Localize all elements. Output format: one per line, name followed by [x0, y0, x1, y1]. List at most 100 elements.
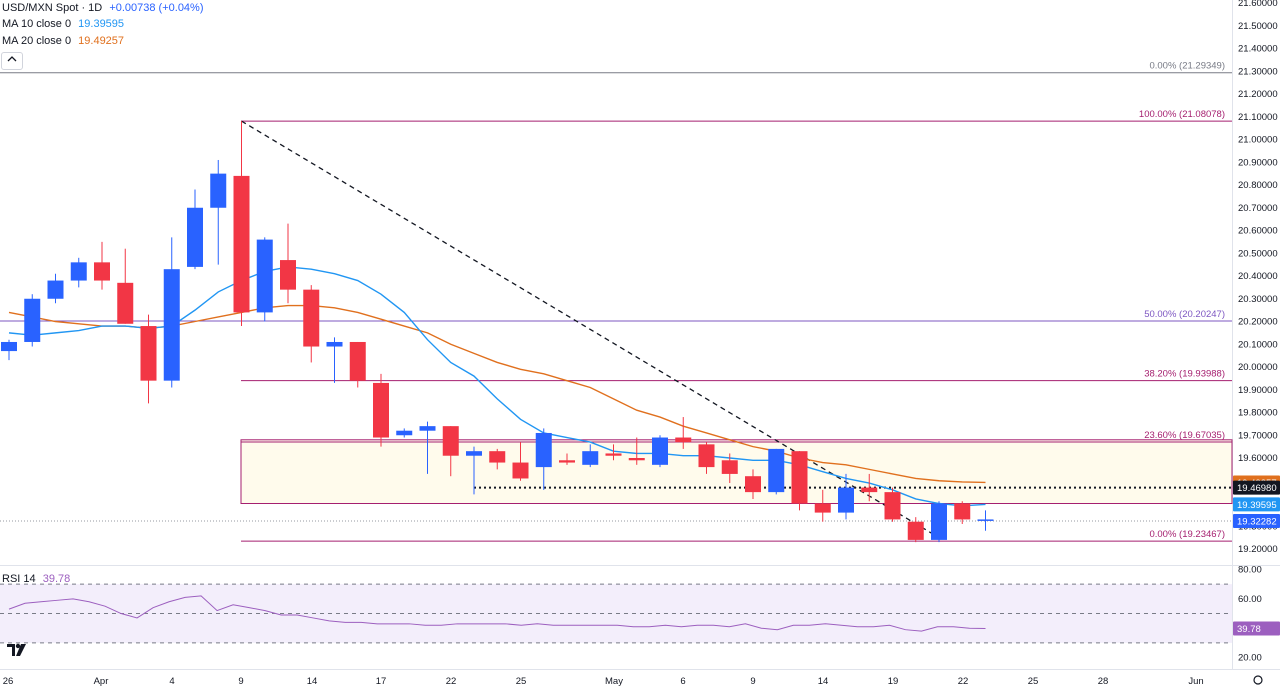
candle-body[interactable]: [187, 207, 203, 267]
price-axis-tick: 19.20000: [1238, 544, 1278, 555]
candle-body[interactable]: [233, 175, 250, 313]
time-axis-tick: Jun: [1188, 676, 1203, 687]
candle-body[interactable]: [117, 282, 134, 324]
candle-body[interactable]: [838, 487, 854, 513]
time-axis-tick: 17: [376, 676, 387, 687]
ma20-legend[interactable]: MA 20 close 0 19.49257: [2, 35, 124, 47]
candle-body[interactable]: [303, 289, 320, 347]
candle-body[interactable]: [280, 260, 296, 290]
price-tag-label: 19.39595: [1237, 500, 1277, 511]
candle-body[interactable]: [442, 426, 459, 456]
ma20-value: 19.49257: [78, 35, 125, 47]
price-axis-tick: 21.50000: [1238, 21, 1278, 32]
candle-body[interactable]: [559, 460, 575, 463]
rsi-axis-tick: 60.00: [1238, 594, 1262, 605]
candle-body[interactable]: [698, 444, 715, 468]
rsi-axis-tick: 20.00: [1238, 653, 1262, 664]
fib-level-label: 23.60% (19.67035): [1144, 430, 1225, 441]
time-axis-tick: 9: [238, 676, 243, 687]
collapse-legend-button[interactable]: [1, 52, 23, 70]
price-axis-tick: 19.80000: [1238, 408, 1278, 419]
candle-body[interactable]: [256, 239, 273, 313]
candle-body[interactable]: [791, 451, 808, 504]
candle-body[interactable]: [349, 341, 366, 381]
time-axis-tick: 14: [307, 676, 318, 687]
candle-body[interactable]: [70, 262, 87, 281]
candle-body[interactable]: [163, 269, 180, 381]
candle-body[interactable]: [373, 382, 389, 438]
time-axis-tick: 25: [516, 676, 527, 687]
symbol-title[interactable]: USD/MXN Spot · 1D: [2, 2, 103, 14]
price-axis-tick: 21.40000: [1238, 44, 1278, 55]
candle-body[interactable]: [140, 326, 157, 381]
price-change: +0.00738 (+0.04%): [109, 2, 204, 14]
time-axis-tick: 28: [1098, 676, 1109, 687]
fib-level-label: 0.00% (21.29349): [1149, 61, 1225, 72]
candle-body[interactable]: [466, 451, 482, 456]
price-axis-tick: 20.90000: [1238, 157, 1278, 168]
fib-level-label: 0.00% (19.23467): [1149, 529, 1225, 540]
price-axis-tick: 21.20000: [1238, 89, 1278, 100]
candle-body[interactable]: [419, 426, 436, 431]
rsi-legend[interactable]: RSI 14 39.78: [2, 573, 70, 585]
candle-body[interactable]: [721, 460, 738, 474]
rsi-tag-label: 39.78: [1237, 624, 1261, 635]
time-axis-tick: 6: [680, 676, 685, 687]
candle-body[interactable]: [652, 437, 668, 465]
symbol-header: USD/MXN Spot · 1D +0.00738 (+0.04%): [2, 2, 204, 14]
candle-body[interactable]: [628, 458, 645, 461]
candle-body[interactable]: [512, 462, 529, 479]
fib-level-label: 100.00% (21.08078): [1139, 109, 1225, 120]
price-axis-tick: 19.70000: [1238, 430, 1278, 441]
candle-body[interactable]: [535, 432, 552, 468]
tradingview-logo-icon: [7, 643, 26, 656]
price-tag-label: 19.46980: [1237, 483, 1277, 494]
candle-body[interactable]: [582, 451, 599, 465]
price-axis-tick: 20.20000: [1238, 317, 1278, 328]
fib-level-label: 50.00% (20.20247): [1144, 309, 1225, 320]
price-axis-tick: 20.10000: [1238, 339, 1278, 350]
candle-body[interactable]: [931, 503, 947, 540]
tradingview-logo[interactable]: [6, 642, 28, 663]
price-axis-tick: 20.50000: [1238, 248, 1278, 259]
price-axis-tick: 20.80000: [1238, 180, 1278, 191]
candle-body[interactable]: [954, 503, 971, 520]
price-axis-tick: 20.70000: [1238, 203, 1278, 214]
price-axis-tick: 21.60000: [1238, 0, 1278, 9]
time-axis-tick: Apr: [94, 676, 109, 687]
price-axis-tick: 20.30000: [1238, 294, 1278, 305]
candle-body[interactable]: [47, 280, 64, 299]
candle-body[interactable]: [210, 173, 227, 208]
candle-body[interactable]: [1, 341, 17, 352]
candle-body[interactable]: [94, 262, 110, 281]
fib-level-label: 38.20% (19.93988): [1144, 369, 1225, 380]
candle-body[interactable]: [605, 453, 622, 456]
candle-body[interactable]: [814, 503, 831, 513]
candle-body[interactable]: [977, 519, 994, 521]
candle-body[interactable]: [768, 448, 785, 493]
time-axis-tick: 22: [446, 676, 457, 687]
ma10-value: 19.39595: [78, 18, 125, 30]
candle-body[interactable]: [907, 521, 924, 540]
price-tag: [1233, 497, 1280, 512]
candle-body[interactable]: [24, 298, 41, 342]
ma10-legend[interactable]: MA 10 close 0 19.39595: [2, 18, 124, 30]
candle-body[interactable]: [326, 341, 343, 347]
candle-body[interactable]: [884, 492, 901, 520]
settings-gear-icon[interactable]: [1253, 675, 1263, 685]
candle-body[interactable]: [861, 487, 878, 493]
candle-body[interactable]: [745, 476, 761, 493]
candle-body[interactable]: [675, 437, 692, 443]
ma20-label: MA 20 close 0: [2, 35, 72, 47]
price-axis-tick: 19.60000: [1238, 453, 1278, 464]
rsi-value: 39.78: [42, 573, 71, 585]
candle-body[interactable]: [489, 451, 506, 463]
price-tag: [1233, 480, 1280, 495]
price-axis-tick: 21.30000: [1238, 66, 1278, 77]
candle-body[interactable]: [396, 430, 413, 436]
price-axis-tick: 20.60000: [1238, 226, 1278, 237]
rsi-tag: [1233, 621, 1280, 636]
time-axis-tick: 9: [750, 676, 755, 687]
rsi-label: RSI 14: [2, 573, 36, 585]
